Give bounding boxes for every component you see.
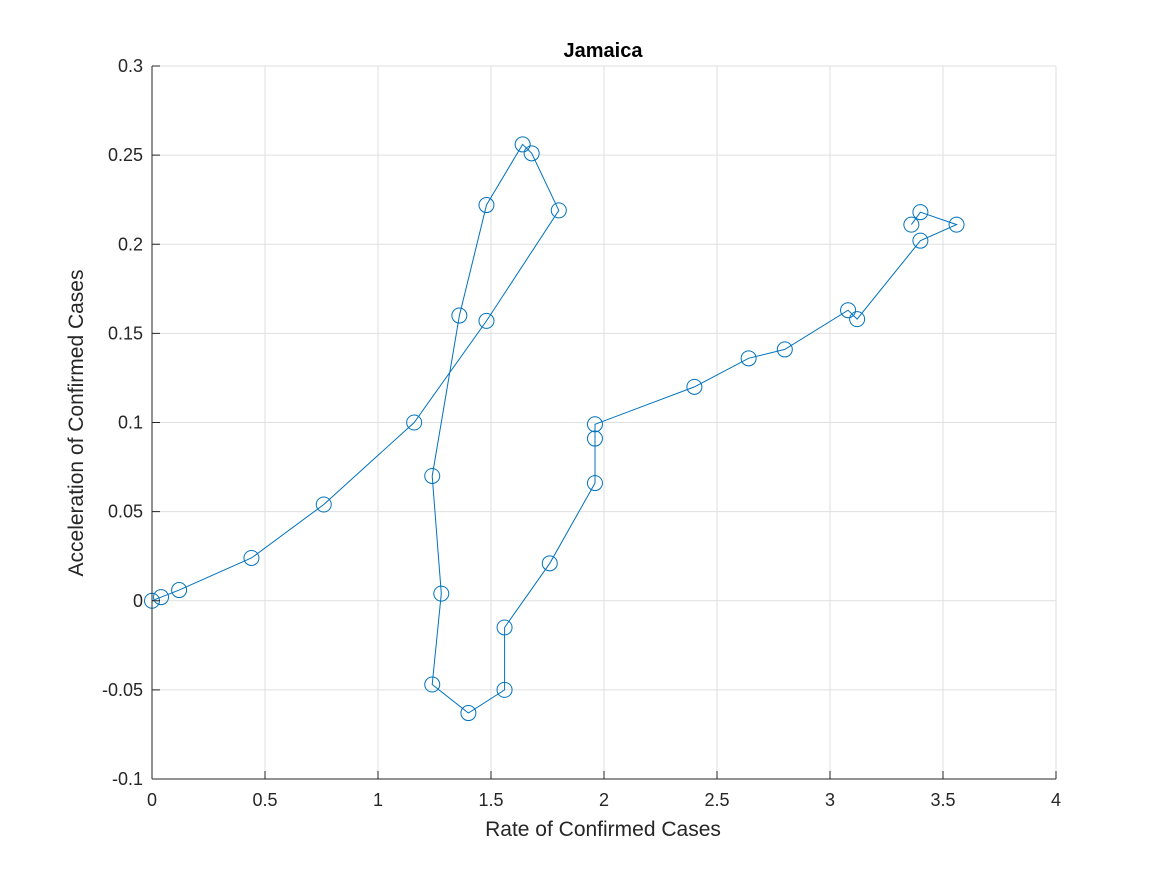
data-point [451,307,468,324]
y-tick-label: 0.3 [118,56,143,76]
y-tick-label: -0.1 [112,769,143,789]
data-point [586,475,603,492]
x-tick-label: 2 [599,790,609,810]
data-point [478,312,495,329]
data-point [315,496,332,513]
y-tick-label: 0.15 [108,323,143,343]
data-point [948,216,965,233]
x-tick-label: 4 [1051,790,1061,810]
axes [151,65,1057,780]
data-point [243,549,260,566]
tick-labels: 0 0.5 1 1.5 2 2.5 3 3.5 4 -0.1 -0.05 0 0.05 0.1 0.15 0.… [102,56,1061,810]
x-tick-label: 0 [147,790,157,810]
y-tick-label: 0 [133,591,143,611]
x-tick-label: 3 [825,790,835,810]
data-point [776,341,793,358]
data-point [496,619,513,636]
x-axis-label: Rate of Confirmed Cases [485,818,721,841]
data-point [523,145,540,162]
chart-title: Jamaica [564,40,644,62]
data-point [424,467,441,484]
x-tick-label: 0.5 [252,790,277,810]
data-point [586,416,603,433]
data-point [496,681,513,698]
y-tick-label: -0.05 [102,680,143,700]
data-point [912,232,929,249]
data-point [740,350,757,367]
data-point [686,378,703,395]
data-point [550,202,567,219]
data-point [433,585,450,602]
data-series [144,136,965,722]
data-point [478,197,495,214]
y-tick-label: 0.05 [108,502,143,522]
data-point [849,311,866,328]
data-point [424,676,441,693]
data-point [840,302,857,319]
data-point [912,204,929,221]
data-point [460,705,477,722]
y-tick-label: 0.1 [118,413,143,433]
x-tick-label: 3.5 [930,790,955,810]
data-point [514,136,531,153]
data-point [153,589,170,606]
series-line [151,143,958,714]
data-point [903,216,920,233]
x-tick-label: 1.5 [478,790,503,810]
data-point [541,555,558,572]
data-point [586,430,603,447]
data-point [406,414,423,431]
x-tick-label: 1 [373,790,383,810]
y-tick-label: 0.25 [108,145,143,165]
data-point [171,582,188,599]
x-tick-label: 2.5 [704,790,729,810]
y-axis-label: Acceleration of Confirmed Cases [65,270,88,577]
grid [151,65,1057,780]
y-tick-label: 0.2 [118,234,143,254]
